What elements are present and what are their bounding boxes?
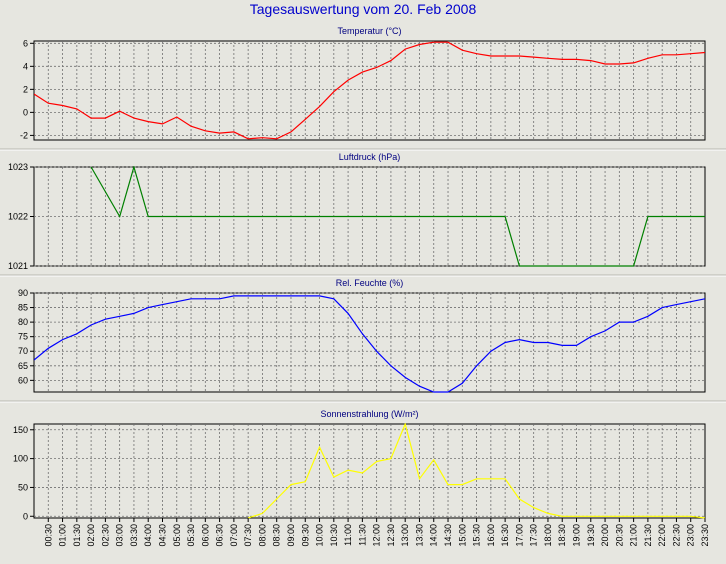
x-tick-label: 03:00 [115, 524, 125, 547]
x-tick-label: 15:00 [457, 524, 467, 547]
plot-frame [33, 423, 706, 519]
x-tick-label: 02:00 [86, 524, 96, 547]
panel-title: Rel. Feuchte (%) [336, 278, 404, 288]
y-tick-label: -2 [20, 130, 28, 140]
x-tick-label: 03:30 [129, 524, 139, 547]
y-tick-label: 75 [18, 332, 28, 342]
x-tick-label: 14:00 [429, 524, 439, 547]
x-tick-label: 18:30 [557, 524, 567, 547]
y-tick-label: 100 [13, 454, 28, 464]
x-tick-label: 09:30 [300, 524, 310, 547]
y-tick-label: 1023 [8, 162, 28, 172]
x-tick-label: 07:30 [243, 524, 253, 547]
x-tick-label: 20:00 [600, 524, 610, 547]
panel-humidity: 90 85 80 75 70 65 60 Rel. Feuchte (%) [18, 278, 706, 393]
x-tick-label: 04:30 [157, 524, 167, 547]
y-tick-label: 50 [18, 482, 28, 492]
panel-title: Temperatur (°C) [337, 26, 401, 36]
series-line-solar [247, 423, 705, 519]
y-tick-label: 90 [18, 288, 28, 298]
x-tick-label: 01:00 [58, 524, 68, 547]
x-tick-label: 13:30 [414, 524, 424, 547]
x-tick-label: 12:30 [386, 524, 396, 547]
x-tick-label: 23:00 [686, 524, 696, 547]
x-tick-label: 16:00 [486, 524, 496, 547]
x-tick-label: 17:30 [529, 524, 539, 547]
x-tick-label: 05:30 [186, 524, 196, 547]
panel-temperature: 6 4 2 0 -2 Temperatur (°C) [20, 26, 706, 141]
x-axis: 00:30 01:00 01:30 02:00 02:30 03:00 03:30 04:00… [43, 518, 710, 547]
x-tick-label: 17:00 [514, 524, 524, 547]
x-tick-label: 20:30 [614, 524, 624, 547]
x-tick-label: 12:00 [372, 524, 382, 547]
x-tick-label: 15:30 [472, 524, 482, 547]
x-tick-label: 02:30 [100, 524, 110, 547]
x-tick-label: 06:00 [200, 524, 210, 547]
series-line-humidity [34, 295, 705, 393]
panel-pressure: 1023 1022 1021 Luftdruck (hPa) [8, 152, 706, 271]
series-line-pressure [90, 166, 705, 267]
x-tick-label: 09:00 [286, 524, 296, 547]
chart-title: Tagesauswertung vom 20. Feb 2008 [249, 1, 477, 17]
panel-solar: 150 100 50 0 Sonnenstrahlung (W/m²) [13, 409, 706, 521]
y-tick-label: 0 [23, 511, 28, 521]
x-tick-label: 22:00 [657, 524, 667, 547]
x-tick-label: 08:00 [257, 524, 267, 547]
x-tick-label: 05:00 [172, 524, 182, 547]
x-tick-label: 22:30 [671, 524, 681, 547]
x-tick-label: 10:00 [315, 524, 325, 547]
y-tick-label: 1022 [8, 212, 28, 222]
y-tick-label: 1021 [8, 261, 28, 271]
x-tick-label: 04:00 [143, 524, 153, 547]
y-tick-label: 0 [23, 107, 28, 117]
y-tick-label: 85 [18, 303, 28, 313]
x-tick-label: 00:30 [43, 524, 53, 547]
x-tick-label: 06:30 [215, 524, 225, 547]
y-tick-label: 4 [23, 61, 28, 71]
x-tick-label: 21:30 [643, 524, 653, 547]
x-tick-label: 07:00 [229, 524, 239, 547]
y-tick-label: 70 [18, 346, 28, 356]
x-tick-label: 21:00 [629, 524, 639, 547]
y-tick-label: 150 [13, 425, 28, 435]
y-tick-label: 65 [18, 361, 28, 371]
x-tick-label: 18:00 [543, 524, 553, 547]
x-tick-label: 01:30 [72, 524, 82, 547]
plot-frame [33, 40, 706, 141]
series-line-temperature [34, 41, 705, 140]
x-tick-label: 23:30 [700, 524, 710, 547]
y-tick-label: 6 [23, 38, 28, 48]
x-tick-label: 11:00 [343, 524, 353, 546]
panel-title: Sonnenstrahlung (W/m²) [320, 409, 418, 419]
y-tick-label: 2 [23, 84, 28, 94]
x-tick-label: 13:00 [400, 524, 410, 547]
y-tick-label: 80 [18, 317, 28, 327]
x-tick-label: 19:30 [586, 524, 596, 547]
x-tick-label: 19:00 [572, 524, 582, 547]
x-tick-label: 16:30 [500, 524, 510, 547]
x-tick-label: 10:30 [329, 524, 339, 547]
panel-title: Luftdruck (hPa) [339, 152, 401, 162]
y-tick-label: 60 [18, 375, 28, 385]
x-tick-label: 08:30 [272, 524, 282, 547]
x-tick-label: 14:30 [443, 524, 453, 547]
x-tick-label: 11:30 [357, 524, 367, 546]
